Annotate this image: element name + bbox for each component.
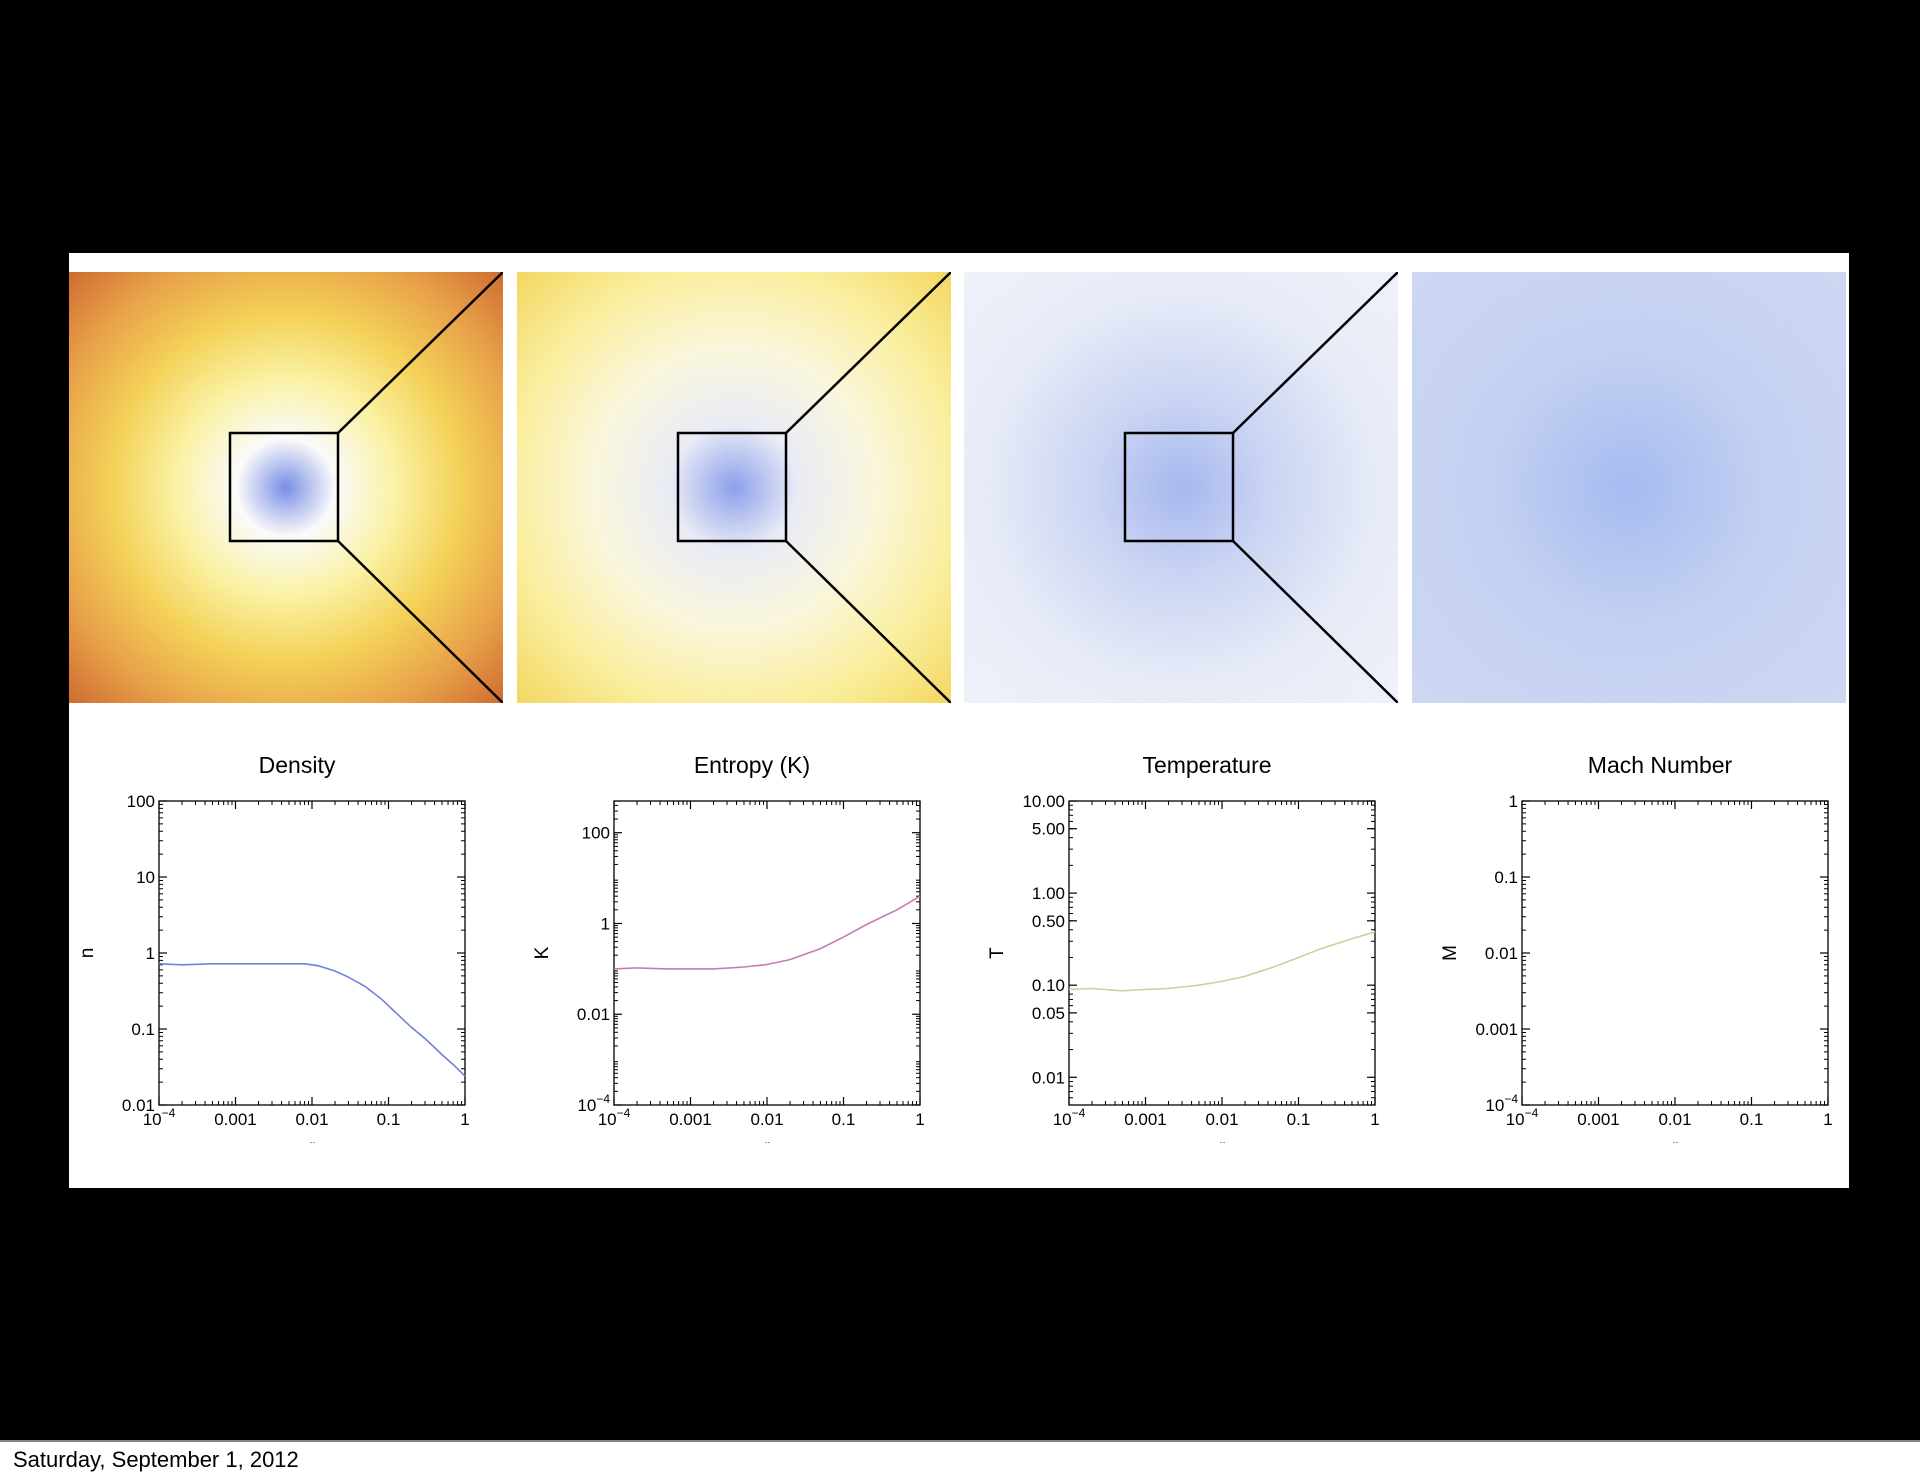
series-line [158, 963, 466, 1077]
x-tick-label: 1 [1370, 1110, 1379, 1129]
y-tick-label: 0.1 [131, 1020, 155, 1039]
footer-date: Saturday, September 1, 2012 [13, 1447, 299, 1472]
x-tick-label: 0.1 [1740, 1110, 1764, 1129]
series-line [1068, 931, 1376, 992]
temperature-chart: Temperature 10−4 0.001 0.01 0.1 1 10.00 5.00 1.0… [989, 733, 1434, 1143]
x-tick-label: 1 [460, 1110, 469, 1129]
x-tick-label: 1 [1823, 1110, 1832, 1129]
zoom-box [228, 431, 340, 543]
y-tick-label: 0.01 [1032, 1068, 1065, 1087]
y-axis-label: n [79, 948, 98, 959]
x-tick-label: 0.01 [1205, 1110, 1238, 1129]
y-tick-label: 1 [601, 914, 610, 933]
x-tick-label: 0.01 [1658, 1110, 1691, 1129]
y-tick-label: 0.01 [577, 1005, 610, 1024]
x-axis-label: r [1219, 1137, 1226, 1143]
mach-map-field [1412, 272, 1846, 703]
footer-bar: Saturday, September 1, 2012 [0, 1440, 1920, 1478]
zoom-box [1123, 431, 1235, 543]
chart-title: Temperature [1142, 752, 1271, 778]
series-line [613, 895, 921, 970]
chart-title: Density [259, 752, 336, 778]
y-tick-label: 0.001 [1475, 1020, 1518, 1039]
x-tick-label: 0.001 [214, 1110, 257, 1129]
x-tick-label: 0.001 [669, 1110, 712, 1129]
y-axis-label: M [1442, 945, 1461, 961]
x-axis-label: r [1672, 1137, 1679, 1143]
x-tick-label: 0.1 [1287, 1110, 1311, 1129]
entropy-k-chart-svg: Entropy (K)10−4 0.001 0.01 0.1 110010.0110−4… [534, 752, 925, 1143]
plot-frame [158, 800, 466, 1106]
zoom-connector-top [785, 272, 951, 434]
x-axis-label: r [764, 1137, 771, 1143]
y-tick-label: 1 [146, 944, 155, 963]
x-tick-label: 0.01 [750, 1110, 783, 1129]
y-tick-label: 0.10 [1032, 976, 1065, 995]
y-tick-label: 0.1 [1494, 868, 1518, 887]
x-tick-label: 0.001 [1577, 1110, 1620, 1129]
y-tick-label: 1.00 [1032, 884, 1065, 903]
mach-map-image [1412, 272, 1846, 703]
plot-frame [1068, 800, 1376, 1106]
mach-number-chart-svg: Mach Number 10−4 0.001 0.01 0.1 1 1 0.1 0.01 0.00… [1442, 752, 1833, 1143]
y-tick-label: 0.01 [1485, 944, 1518, 963]
y-tick-label: 100 [582, 824, 610, 843]
entropy-map-image [517, 272, 951, 703]
zoom-connector-bottom [337, 540, 503, 703]
entropy-chart: Entropy (K) 10−4 0.001 0.01 0.1 1 100 1 0.01 10−4… [534, 733, 979, 1143]
chart-title: Entropy (K) [694, 752, 810, 778]
density-map-image [69, 272, 503, 703]
zoom-connector-bottom [785, 540, 951, 703]
chart-title: Mach Number [1588, 752, 1733, 778]
x-tick-label: 1 [915, 1110, 924, 1129]
x-axis-label: r [309, 1137, 316, 1143]
x-tick-label: 0.001 [1124, 1110, 1167, 1129]
y-tick-label: 0.05 [1032, 1004, 1065, 1023]
x-tick-label: 0.1 [377, 1110, 401, 1129]
zoom-connector-top [337, 272, 503, 434]
x-tick-label: 10−4 [1053, 1106, 1086, 1129]
zoom-connector-top [1232, 272, 1398, 434]
x-tick-label: 10−4 [1506, 1106, 1539, 1129]
x-tick-label: 0.1 [832, 1110, 856, 1129]
y-axis-label: K [534, 946, 553, 959]
plot-frame [1521, 800, 1829, 1106]
y-tick-label: 100 [127, 792, 155, 811]
x-tick-label: 0.01 [295, 1110, 328, 1129]
figure-panel: Density10−40.0010.010.111001010.10.01rn … [69, 253, 1849, 1188]
mach-chart: Mach Number 10−4 0.001 0.01 0.1 1 1 0.1 0.01 0.00… [1442, 733, 1887, 1143]
zoom-box [676, 431, 788, 543]
zoom-connector-bottom [1232, 540, 1398, 703]
temperature-map-image [964, 272, 1398, 703]
plot-frame [613, 800, 921, 1106]
y-tick-label: 0.50 [1032, 912, 1065, 931]
slide: Density10−40.0010.010.111001010.10.01rn … [69, 253, 1849, 1188]
y-tick-label: 0.01 [122, 1096, 155, 1115]
y-tick-label: 10.00 [1022, 792, 1065, 811]
y-tick-label: 1 [1509, 792, 1518, 811]
temperature-chart-svg: Temperature 10−4 0.001 0.01 0.1 1 10.00 5.00 1.0… [989, 752, 1380, 1143]
y-tick-label: 5.00 [1032, 820, 1065, 839]
y-tick-label: 10 [136, 868, 155, 887]
x-tick-label: 10−4 [598, 1106, 631, 1129]
y-axis-label: T [989, 947, 1008, 959]
